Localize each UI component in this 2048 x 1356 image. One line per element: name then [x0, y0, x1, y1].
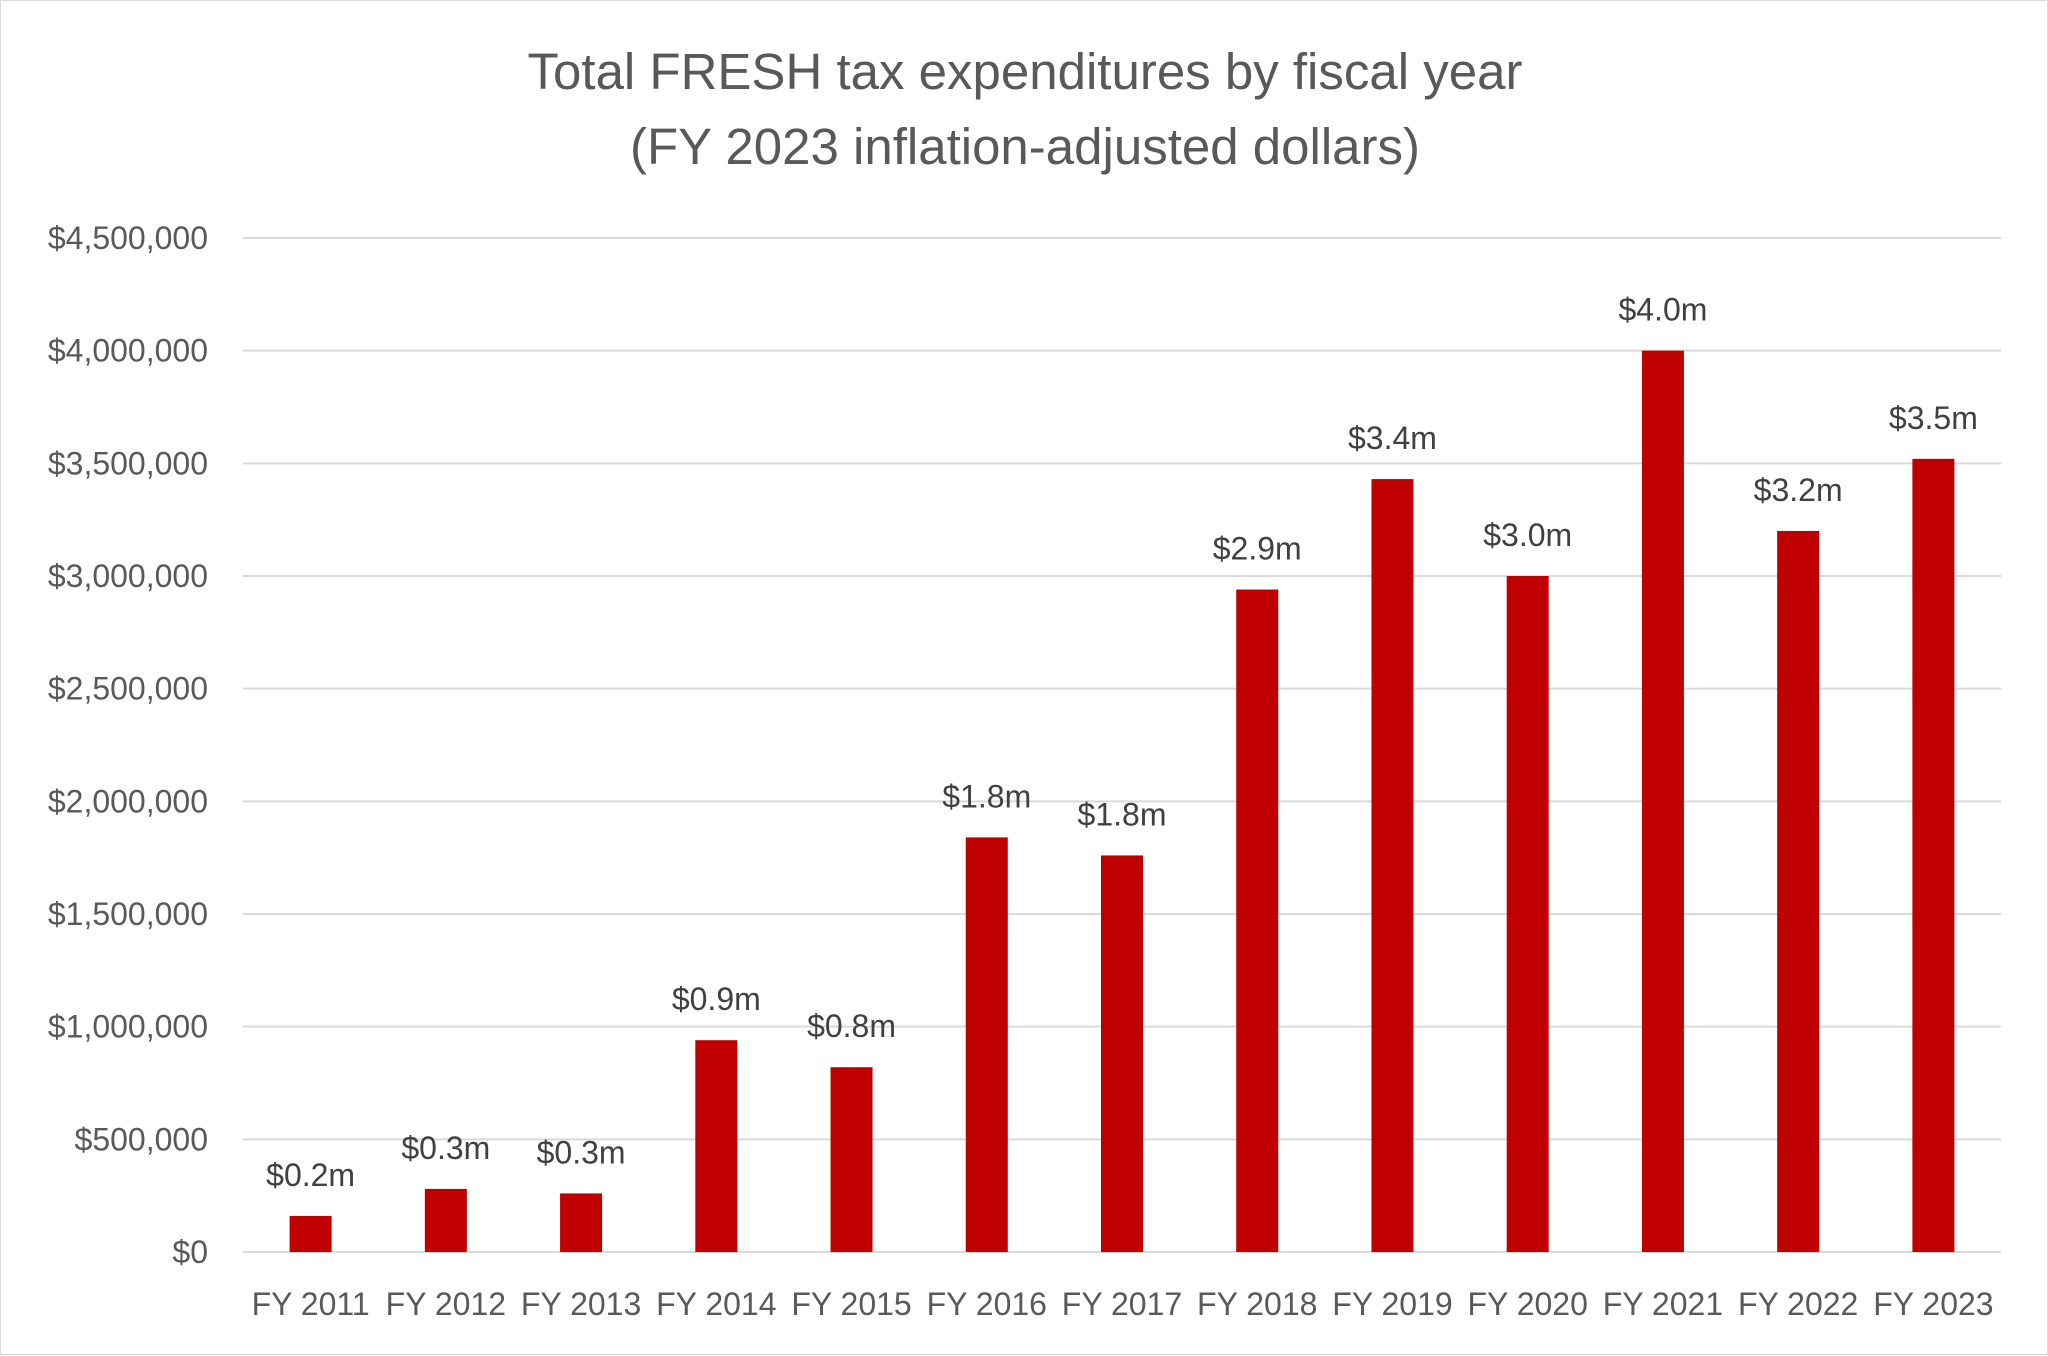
x-tick-label: FY 2014: [656, 1286, 776, 1322]
data-label: $0.3m: [401, 1130, 490, 1166]
x-tick-label: FY 2016: [927, 1286, 1047, 1322]
bar: [830, 1067, 873, 1252]
bar: [1101, 855, 1143, 1252]
x-tick-label: FY 2020: [1467, 1286, 1587, 1322]
x-tick-label: FY 2023: [1873, 1286, 1993, 1322]
x-axis-tick-labels: FY 2011 FY 2012 FY 2013 FY 2014 FY 2015 FY 20…: [252, 1286, 1994, 1322]
y-tick-label: $3,000,000: [48, 558, 208, 594]
x-tick-label: FY 2022: [1738, 1286, 1858, 1322]
x-tick-label: FY 2021: [1603, 1286, 1723, 1322]
bar: [289, 1215, 332, 1252]
data-label: $0.9m: [672, 981, 761, 1017]
y-tick-label: $1,500,000: [48, 896, 208, 932]
data-label: $2.9m: [1213, 531, 1302, 567]
bar: [1641, 350, 1684, 1253]
chart-subtitle: (FY 2023 inflation-adjusted dollars): [630, 118, 1420, 175]
y-tick-label: $4,500,000: [48, 220, 208, 256]
data-labels: $0.2m $0.3m $0.3m $0.9m $0.8m $1.8m $1.8m $2.9m…: [266, 292, 1978, 1193]
bar: [424, 1188, 467, 1252]
bar: [1371, 479, 1414, 1252]
y-tick-label: $0: [172, 1234, 208, 1270]
x-tick-label: FY 2011: [252, 1286, 370, 1322]
bar: [695, 1040, 738, 1252]
bar: [1236, 589, 1279, 1252]
data-label: $0.2m: [266, 1157, 355, 1193]
x-tick-label: FY 2018: [1197, 1286, 1317, 1322]
bar: [965, 837, 1008, 1252]
data-label: $3.4m: [1348, 420, 1437, 456]
data-label: $3.2m: [1754, 472, 1843, 508]
x-tick-label: FY 2012: [386, 1286, 506, 1322]
x-tick-label: FY 2013: [521, 1286, 641, 1322]
y-tick-label: $3,500,000: [48, 445, 208, 481]
data-label: $4.0m: [1618, 292, 1707, 328]
data-label: $1.8m: [1078, 796, 1167, 832]
data-label: $3.0m: [1483, 517, 1572, 553]
data-label: $0.3m: [537, 1134, 626, 1170]
chart-title: Total FRESH tax expenditures by fiscal y…: [528, 43, 1523, 100]
bar: [1912, 458, 1955, 1252]
data-label: $3.5m: [1889, 400, 1978, 436]
bars: [289, 350, 1955, 1253]
data-label: $1.8m: [942, 778, 1031, 814]
x-tick-label: FY 2019: [1332, 1286, 1452, 1322]
y-tick-label: $500,000: [75, 1121, 208, 1157]
x-tick-label: FY 2015: [791, 1286, 911, 1322]
x-tick-label: FY 2017: [1062, 1286, 1182, 1322]
y-tick-label: $2,000,000: [48, 783, 208, 819]
y-tick-label: $2,500,000: [48, 671, 208, 707]
data-label: $0.8m: [807, 1008, 896, 1044]
y-tick-label: $1,000,000: [48, 1009, 208, 1045]
bar: [1506, 576, 1549, 1252]
bar: [560, 1193, 603, 1252]
y-tick-label: $4,000,000: [48, 333, 208, 369]
gridlines: [243, 237, 2001, 1253]
y-axis-tick-labels: $0 $500,000 $1,000,000 $1,500,000 $2,000,000…: [48, 220, 208, 1270]
bar: [1777, 530, 1820, 1252]
